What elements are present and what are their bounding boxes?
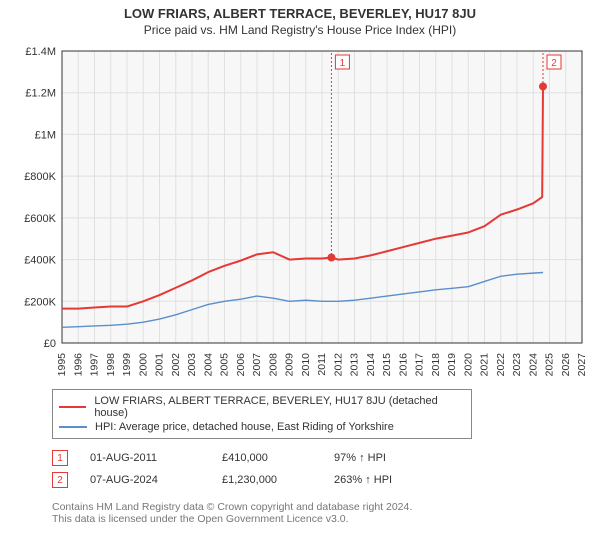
x-tick-label: 2016: [397, 353, 409, 377]
callout-date: 01-AUG-2011: [90, 452, 200, 464]
x-tick-label: 2011: [316, 353, 328, 376]
x-tick-label: 2002: [170, 353, 182, 377]
y-tick-label: £800K: [24, 171, 56, 183]
x-tick-label: 1995: [56, 353, 68, 377]
x-tick-label: 1999: [121, 353, 133, 377]
callout-date: 07-AUG-2024: [90, 474, 200, 486]
x-tick-label: 2009: [284, 353, 296, 377]
x-tick-label: 2012: [332, 353, 344, 377]
callouts-table: 1 01-AUG-2011 £410,000 97% ↑ HPI 2 07-AUG-202…: [52, 447, 600, 491]
legend-row: LOW FRIARS, ALBERT TERRACE, BEVERLEY, HU…: [59, 394, 465, 420]
x-tick-label: 1997: [89, 353, 101, 377]
x-tick-label: 2006: [235, 353, 247, 377]
x-tick-label: 2014: [365, 353, 377, 377]
x-tick-label: 2000: [137, 353, 149, 377]
x-tick-label: 2018: [430, 353, 442, 377]
callout-index: 2: [52, 472, 68, 488]
page-title: LOW FRIARS, ALBERT TERRACE, BEVERLEY, HU…: [0, 6, 600, 21]
x-tick-label: 2004: [202, 353, 214, 377]
marker-point: [327, 253, 335, 261]
callout-price: £410,000: [222, 452, 312, 464]
page-subtitle: Price paid vs. HM Land Registry's House …: [0, 23, 600, 37]
x-tick-label: 2027: [576, 353, 588, 377]
x-tick-label: 2024: [527, 353, 539, 377]
y-tick-label: £200K: [24, 296, 56, 308]
callout-row: 1 01-AUG-2011 £410,000 97% ↑ HPI: [52, 447, 600, 469]
x-tick-label: 2025: [544, 353, 556, 377]
y-tick-label: £600K: [24, 213, 56, 225]
callout-row: 2 07-AUG-2024 £1,230,000 263% ↑ HPI: [52, 469, 600, 491]
legend-swatch: [59, 422, 87, 432]
y-tick-label: £1.4M: [25, 46, 56, 58]
x-tick-label: 2010: [300, 353, 312, 377]
y-tick-label: £0: [44, 338, 56, 350]
legend-row: HPI: Average price, detached house, East…: [59, 420, 465, 434]
callout-delta: 263% ↑ HPI: [334, 474, 392, 486]
y-tick-label: £1.2M: [25, 88, 56, 100]
y-tick-label: £1M: [35, 129, 56, 141]
y-tick-label: £400K: [24, 255, 56, 267]
x-tick-label: 2023: [511, 353, 523, 377]
x-tick-label: 2013: [349, 353, 361, 377]
legend-swatch: [59, 402, 86, 412]
title-block: LOW FRIARS, ALBERT TERRACE, BEVERLEY, HU…: [0, 0, 600, 39]
callout-index: 1: [52, 450, 68, 466]
chart: £0 £200K £400K £600K £800K £1M £1.2M £1.4M 1995 1…: [10, 43, 590, 383]
x-tick-label: 2021: [479, 353, 491, 377]
x-tick-label: 2008: [267, 353, 279, 377]
callout-number: 2: [551, 58, 557, 69]
x-tick-label: 2007: [251, 353, 263, 377]
x-tick-label: 2019: [446, 353, 458, 377]
marker-point: [539, 82, 547, 90]
x-tick-label: 1996: [72, 353, 84, 377]
footer-line1: Contains HM Land Registry data © Crown c…: [52, 501, 600, 513]
x-tick-label: 2003: [186, 353, 198, 377]
footer-line2: This data is licensed under the Open Gov…: [52, 513, 600, 525]
legend: LOW FRIARS, ALBERT TERRACE, BEVERLEY, HU…: [52, 389, 472, 439]
x-tick-label: 1998: [105, 353, 117, 377]
callout-delta: 97% ↑ HPI: [334, 452, 386, 464]
x-tick-label: 2015: [381, 353, 393, 377]
callout-number: 1: [340, 58, 346, 69]
x-tick-label: 2005: [219, 353, 231, 377]
x-tick-label: 2026: [560, 353, 572, 377]
x-tick-label: 2001: [154, 353, 166, 377]
x-tick-label: 2017: [414, 353, 426, 377]
x-tick-label: 2022: [495, 353, 507, 377]
legend-label: LOW FRIARS, ALBERT TERRACE, BEVERLEY, HU…: [94, 395, 465, 419]
callout-price: £1,230,000: [222, 474, 312, 486]
legend-label: HPI: Average price, detached house, East…: [95, 421, 394, 433]
x-tick-label: 2020: [462, 353, 474, 377]
footer: Contains HM Land Registry data © Crown c…: [52, 501, 600, 525]
chart-svg: £0 £200K £400K £600K £800K £1M £1.2M £1.4M 1995 1…: [10, 43, 590, 383]
